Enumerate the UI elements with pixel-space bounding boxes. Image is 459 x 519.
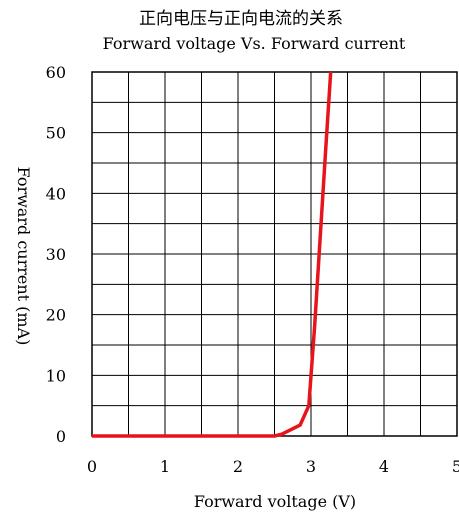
chart-subtitle: Forward voltage Vs. Forward current xyxy=(103,34,406,53)
y-tick-label: 30 xyxy=(46,245,66,264)
y-axis-tick-labels: 0 10 20 30 40 50 60 xyxy=(46,63,66,446)
x-axis-tick-labels: 0 1 2 3 4 5 xyxy=(87,457,459,476)
y-tick-label: 0 xyxy=(56,427,66,446)
x-axis-label: Forward voltage (V) xyxy=(194,492,356,511)
series-layer xyxy=(92,71,333,438)
chart-title: 正向电压与正向电流的关系 xyxy=(139,9,343,29)
series-line-0 xyxy=(92,71,333,438)
x-tick-label: 2 xyxy=(233,457,243,476)
x-tick-label: 4 xyxy=(379,457,389,476)
x-tick-label: 3 xyxy=(306,457,316,476)
grid xyxy=(92,72,457,436)
y-tick-label: 50 xyxy=(46,124,66,143)
y-tick-label: 60 xyxy=(46,63,66,82)
y-axis-label: Forward current (mA) xyxy=(14,167,33,346)
x-tick-label: 1 xyxy=(160,457,170,476)
x-tick-label: 0 xyxy=(87,457,97,476)
y-tick-label: 20 xyxy=(46,306,66,325)
x-tick-label: 5 xyxy=(452,457,459,476)
y-tick-label: 40 xyxy=(46,184,66,203)
y-tick-label: 10 xyxy=(46,366,66,385)
